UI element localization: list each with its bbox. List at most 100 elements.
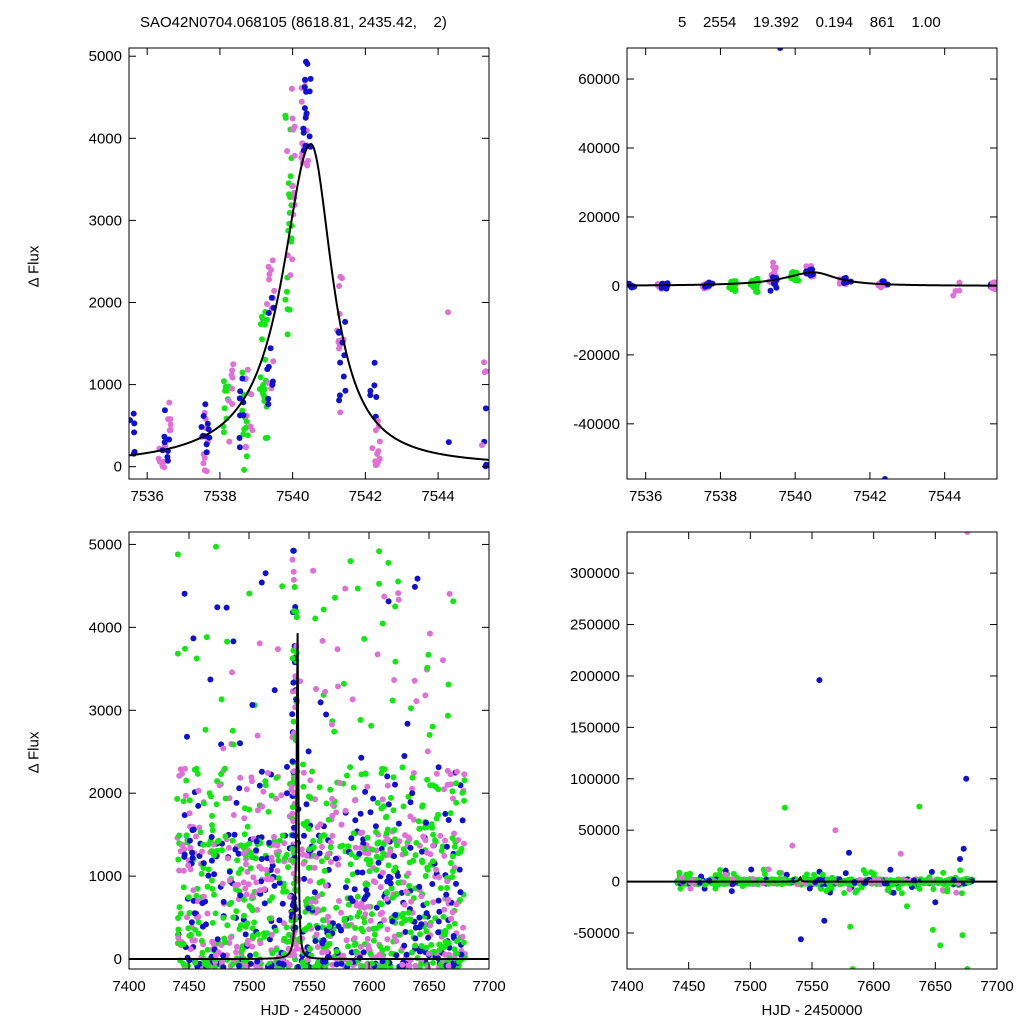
point-blue bbox=[332, 855, 339, 862]
point-green bbox=[369, 846, 376, 853]
point-blue bbox=[392, 912, 399, 918]
point-green bbox=[447, 810, 454, 817]
x-tick-label: 7536 bbox=[629, 488, 662, 505]
point-green bbox=[193, 892, 200, 899]
x-tick-label: 7700 bbox=[472, 978, 505, 995]
point-green bbox=[248, 849, 254, 856]
point-magenta bbox=[167, 421, 174, 428]
point-green bbox=[407, 916, 414, 923]
point-blue bbox=[202, 401, 209, 408]
point-green bbox=[846, 881, 853, 888]
point-green bbox=[241, 805, 248, 812]
point-green bbox=[459, 789, 466, 796]
point-green bbox=[402, 850, 409, 857]
point-magenta bbox=[335, 683, 341, 690]
point-blue bbox=[360, 949, 367, 956]
point-blue bbox=[264, 366, 271, 373]
point-blue bbox=[184, 733, 190, 740]
point-green bbox=[425, 651, 432, 658]
point-magenta bbox=[281, 840, 288, 847]
x-tick-label: 7550 bbox=[795, 978, 828, 995]
point-magenta bbox=[289, 810, 296, 817]
point-blue bbox=[301, 832, 307, 839]
y-tick-label: 40000 bbox=[578, 140, 620, 157]
point-magenta bbox=[314, 944, 321, 950]
point-blue bbox=[333, 961, 340, 968]
point-magenta bbox=[365, 942, 372, 949]
point-magenta bbox=[290, 768, 297, 775]
point-blue bbox=[435, 897, 442, 904]
point-magenta bbox=[289, 256, 296, 263]
point-blue bbox=[307, 75, 314, 82]
y-tick-label: 1000 bbox=[89, 868, 122, 885]
point-magenta bbox=[258, 865, 265, 872]
point-magenta bbox=[199, 848, 205, 855]
point-magenta bbox=[336, 345, 342, 352]
point-green bbox=[345, 843, 352, 850]
point-blue bbox=[226, 868, 233, 875]
point-green bbox=[415, 818, 422, 825]
point-blue bbox=[963, 775, 970, 782]
point-green bbox=[175, 856, 182, 863]
point-green bbox=[284, 306, 291, 313]
point-magenta bbox=[225, 844, 232, 851]
point-green bbox=[358, 925, 365, 932]
point-green bbox=[239, 946, 246, 953]
point-blue bbox=[316, 850, 323, 857]
point-blue bbox=[322, 958, 329, 965]
point-green bbox=[198, 870, 205, 877]
point-green bbox=[453, 950, 460, 957]
point-green bbox=[453, 799, 460, 806]
point-green bbox=[316, 879, 323, 886]
point-green bbox=[209, 822, 215, 829]
point-green bbox=[426, 731, 433, 738]
point-green bbox=[445, 681, 452, 688]
point-green bbox=[327, 786, 334, 793]
point-blue bbox=[821, 917, 828, 924]
point-green bbox=[376, 580, 383, 587]
point-blue bbox=[161, 439, 168, 446]
point-blue bbox=[335, 329, 342, 336]
point-green bbox=[222, 833, 229, 840]
point-magenta bbox=[278, 792, 285, 799]
point-blue bbox=[312, 938, 319, 944]
point-green bbox=[428, 941, 435, 948]
point-blue bbox=[393, 952, 400, 959]
point-blue bbox=[342, 884, 349, 891]
point-magenta bbox=[319, 843, 325, 850]
point-magenta bbox=[249, 943, 256, 950]
point-green bbox=[193, 655, 200, 662]
point-blue bbox=[258, 579, 265, 586]
point-green bbox=[209, 885, 216, 892]
point-green bbox=[316, 784, 323, 791]
point-green bbox=[904, 903, 910, 910]
point-green bbox=[262, 356, 269, 363]
point-magenta bbox=[410, 770, 417, 776]
point-green bbox=[201, 960, 208, 967]
point-blue bbox=[232, 846, 239, 853]
point-green bbox=[349, 871, 356, 878]
point-magenta bbox=[263, 866, 270, 873]
point-green bbox=[345, 943, 352, 950]
point-blue bbox=[425, 934, 432, 941]
point-green bbox=[717, 867, 724, 873]
point-blue bbox=[729, 881, 736, 888]
point-magenta bbox=[257, 940, 264, 947]
point-blue bbox=[164, 454, 171, 460]
point-green bbox=[176, 832, 183, 839]
point-green bbox=[384, 945, 391, 952]
point-green bbox=[388, 885, 395, 892]
point-magenta bbox=[307, 878, 314, 885]
point-green bbox=[421, 824, 428, 831]
point-blue bbox=[658, 284, 665, 291]
point-green bbox=[412, 852, 419, 859]
point-magenta bbox=[187, 946, 194, 953]
point-green bbox=[402, 917, 409, 924]
point-magenta bbox=[245, 881, 252, 888]
point-magenta bbox=[290, 576, 297, 583]
point-green bbox=[240, 431, 247, 438]
point-green bbox=[444, 712, 451, 719]
point-magenta bbox=[265, 770, 271, 776]
point-magenta bbox=[433, 770, 440, 777]
x-tick-label: 7500 bbox=[232, 978, 265, 995]
